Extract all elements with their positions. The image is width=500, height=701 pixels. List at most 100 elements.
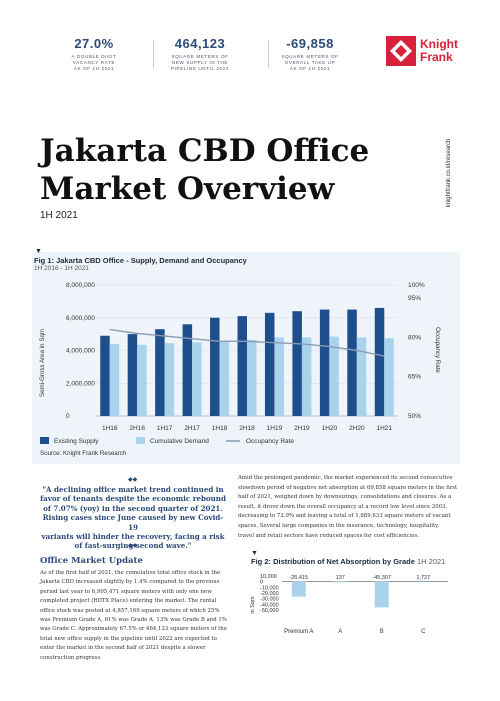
body-left-line: was Grade C. Approximately 67.5% or 464,… (40, 626, 227, 633)
body-left-line: As of the first half of 2021, the cumula… (40, 570, 221, 576)
fig2-ytick: 10,000 (260, 574, 277, 580)
fig1-xtick: 1H16 (102, 425, 118, 432)
fig1-xtick: 1H18 (212, 425, 228, 432)
fig1-bar-cumulative-demand (356, 337, 367, 416)
fig1-ytick-right: 95% (408, 295, 421, 302)
logo-wordmark: Knight Frank (420, 37, 458, 64)
fig1-ylabel-left: Semi-Gross Area in Sqm (39, 329, 46, 397)
stat-vacancy: 27.0% A DOUBLE DIGIT VACANCY RATE AS OF 1H… (34, 36, 154, 73)
quote-close-icon: ◆◆ (128, 543, 138, 549)
fig1-ytick-left: 2,000,000 (66, 380, 95, 387)
fig2-marker-icon: ▼ (251, 550, 258, 557)
fig1-bar-cumulative-demand (301, 337, 312, 416)
fig1-source: Source: Knight Frank Research (40, 450, 127, 457)
fig1-bar-existing-supply (210, 317, 220, 416)
fig1-period: 1H 2016 - 1H 2021 (34, 265, 89, 272)
fig1-bar-cumulative-demand (329, 336, 339, 416)
fig1-bar-cumulative-demand (274, 337, 284, 416)
fig2-xtick: C (421, 629, 426, 635)
fig2-ylabel: in Sqm (250, 596, 256, 614)
stat-new-supply: 464,123 SQUARE METERS OF NEW SUPPLY IN TH… (140, 36, 260, 73)
fig1-xtick: 2H16 (129, 425, 145, 432)
fig1-xtick: 1H20 (322, 425, 338, 432)
fig1-marker-icon: ▼ (35, 248, 42, 255)
stat-divider (153, 40, 154, 68)
knight-frank-logo[interactable]: Knight Frank (386, 36, 476, 66)
fig1-xtick: 1H21 (376, 425, 392, 432)
fig1-ytick-left: 6,000,000 (66, 315, 95, 322)
fig1-bar-existing-supply (374, 307, 385, 416)
quote-open-icon: ◆◆ (128, 477, 138, 483)
fig1-ytick-left: 0 (66, 413, 70, 420)
fig1-bar-existing-supply (237, 316, 247, 416)
fig1-bar-existing-supply (155, 329, 165, 416)
legend-cumulative-demand: Cumulative Demand (150, 438, 209, 445)
fig1-ytick-right: 80% (408, 334, 421, 341)
fig1-xtick: 2H18 (239, 425, 255, 432)
body-left-line: construction progress. (40, 654, 102, 661)
body-text-right: Amid the prolonged pandemic, the market … (238, 474, 460, 541)
fig1-ytick-right: 100% (408, 282, 425, 289)
stat-desc: A DOUBLE DIGIT VACANCY RATE AS OF 1H 2021 (71, 54, 117, 72)
page-title: Jakarta CBD Office Market Overview (40, 133, 370, 207)
page-subtitle: 1H 2021 (40, 210, 78, 221)
legend-swatch-cumulative-demand (136, 437, 145, 444)
fig2-data-label: 137 (336, 575, 345, 581)
fig2-xtick: Premium A (284, 629, 313, 635)
body-left-line: completed project (RDTX Place) entering … (40, 598, 217, 605)
legend-swatch-existing-supply (40, 437, 49, 444)
fig1-ytick-right: 65% (408, 374, 421, 381)
fig2-title: Fig 2: Distribution of Net Absorption by… (251, 557, 446, 566)
fig2-data-label: -45,307 (372, 575, 391, 581)
fig2-bar (291, 581, 306, 597)
fig1-bar-existing-supply (127, 334, 138, 416)
stat-desc: SQUARE METERS OF OVERALL TAKE UP AS OF 1H … (281, 54, 339, 72)
fig2-bar (416, 580, 431, 582)
body-left-line: office stock was posted at 4,857,169 squ… (40, 607, 220, 614)
body-left-line: Jakarta CBD increased slightly by 1.4% c… (40, 579, 220, 586)
fig1-bar-cumulative-demand (164, 343, 175, 416)
stat-value: -69,858 (286, 36, 334, 51)
fig2-data-label: 1,727 (416, 575, 430, 581)
fig2-bar (333, 581, 348, 583)
stat-divider (268, 40, 269, 68)
fig1-xtick: 2H19 (294, 425, 310, 432)
fig2-xtick: A (338, 629, 342, 635)
body-left-line: period last year to 6,995,471 square met… (40, 588, 212, 595)
fig2-ytick: -30,000 (260, 597, 279, 603)
body-left-line: was Premium Grade A, 61% was Grade A, 13… (40, 617, 227, 624)
fig1-ytick-right: 50% (408, 413, 421, 420)
fig1-bar-cumulative-demand (109, 343, 120, 416)
legend-occupancy-rate: Occupancy Rate (246, 438, 294, 445)
fig1-bar-cumulative-demand (192, 342, 202, 416)
fig1-title: Fig 1: Jakarta CBD Office - Supply, Dema… (34, 256, 247, 265)
fig1-bar-existing-supply (182, 324, 193, 416)
body-left-line: total new office supply in the pipeline … (40, 635, 217, 642)
fig1-xtick: 1H19 (267, 425, 283, 432)
fig1-bar-existing-supply (292, 311, 302, 416)
body-right-line: Amid the prolonged pandemic, the market … (238, 475, 453, 481)
stat-take-up: -69,858 SQUARE METERS OF OVERALL TAKE UP A… (250, 36, 370, 73)
fig2-ytick: -10,000 (260, 585, 279, 591)
body-right-line: travel and retail sectors have reduced s… (238, 532, 420, 539)
fig1-xtick: 1H17 (157, 425, 173, 432)
body-left-line: enter the market in the second half of 2… (40, 645, 206, 652)
fig2-data-label: -26,415 (289, 575, 308, 581)
fig2-bar (374, 581, 389, 608)
fig1-bar-existing-supply (347, 309, 357, 416)
fig2-xtick: B (380, 629, 384, 635)
fig1-bar-existing-supply (100, 335, 110, 416)
fig2-ytick: -40,000 (260, 602, 279, 608)
fig1-ytick-left: 8,000,000 (66, 282, 95, 289)
section-title: Office Market Update (40, 556, 143, 566)
fig1-bar-existing-supply (264, 312, 275, 416)
body-right-line: slowdown period of negative net absorpti… (238, 484, 458, 491)
body-right-line: spaces. Several large companies in the i… (238, 522, 440, 529)
fig1-bar-cumulative-demand (247, 339, 257, 416)
fig2-ytick: 0 (260, 580, 263, 586)
fig1-bar-existing-supply (319, 309, 330, 416)
fig1-xtick: 2H17 (184, 425, 200, 432)
stat-value: 464,123 (174, 36, 226, 51)
fig1-bar-cumulative-demand (137, 344, 147, 416)
